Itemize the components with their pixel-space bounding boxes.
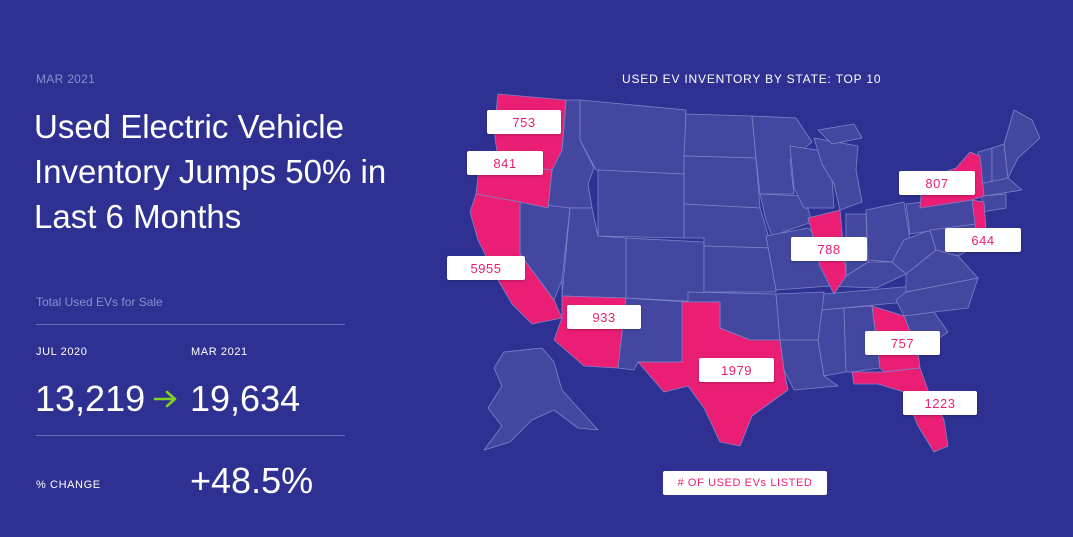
chart-legend: # OF USED EVs LISTED [663,471,827,495]
state-al [843,305,881,373]
state-mi [813,137,863,211]
state-ia [759,193,813,237]
from-period-label: JUL 2020 [36,346,88,358]
state-mi-upper [817,123,863,145]
percent-change-label: % CHANGE [36,479,101,491]
value-label-wa: 753 [487,110,561,134]
percent-change-value: +48.5% [190,460,314,501]
to-value: 19,634 [190,378,301,419]
right-arrow-icon [153,390,177,408]
value-label-az: 933 [567,305,641,329]
page-title: Used Electric Vehicle Inventory Jumps 50… [34,108,387,235]
state-ak [483,347,599,451]
value-label-ga: 757 [865,331,940,355]
state-mt [579,99,687,175]
state-mn [751,115,813,195]
state-ar [775,291,825,341]
report-date: MAR 2021 [36,72,96,86]
state-fl [851,367,949,453]
value-label-ca: 5955 [447,256,525,280]
state-ks [703,245,777,293]
value-label-or: 841 [467,151,543,175]
from-value: 13,219 [35,378,146,419]
total-used-evs-label: Total Used EVs for Sale [36,295,163,309]
value-label-il: 788 [791,237,867,261]
divider [36,324,345,325]
state-me [1003,109,1041,179]
value-label-nj: 644 [945,228,1021,252]
value-label-tx: 1979 [699,358,774,382]
chart-title: USED EV INVENTORY BY STATE: TOP 10 [622,72,882,86]
state-wy [597,169,685,239]
value-label-fl: 1223 [903,391,977,415]
state-ct [981,193,1007,213]
value-label-ny: 807 [899,171,975,195]
to-period-label: MAR 2021 [191,346,248,358]
divider [36,435,345,436]
state-nd [683,113,757,159]
state-sd [683,155,761,209]
state-ms [817,307,847,377]
